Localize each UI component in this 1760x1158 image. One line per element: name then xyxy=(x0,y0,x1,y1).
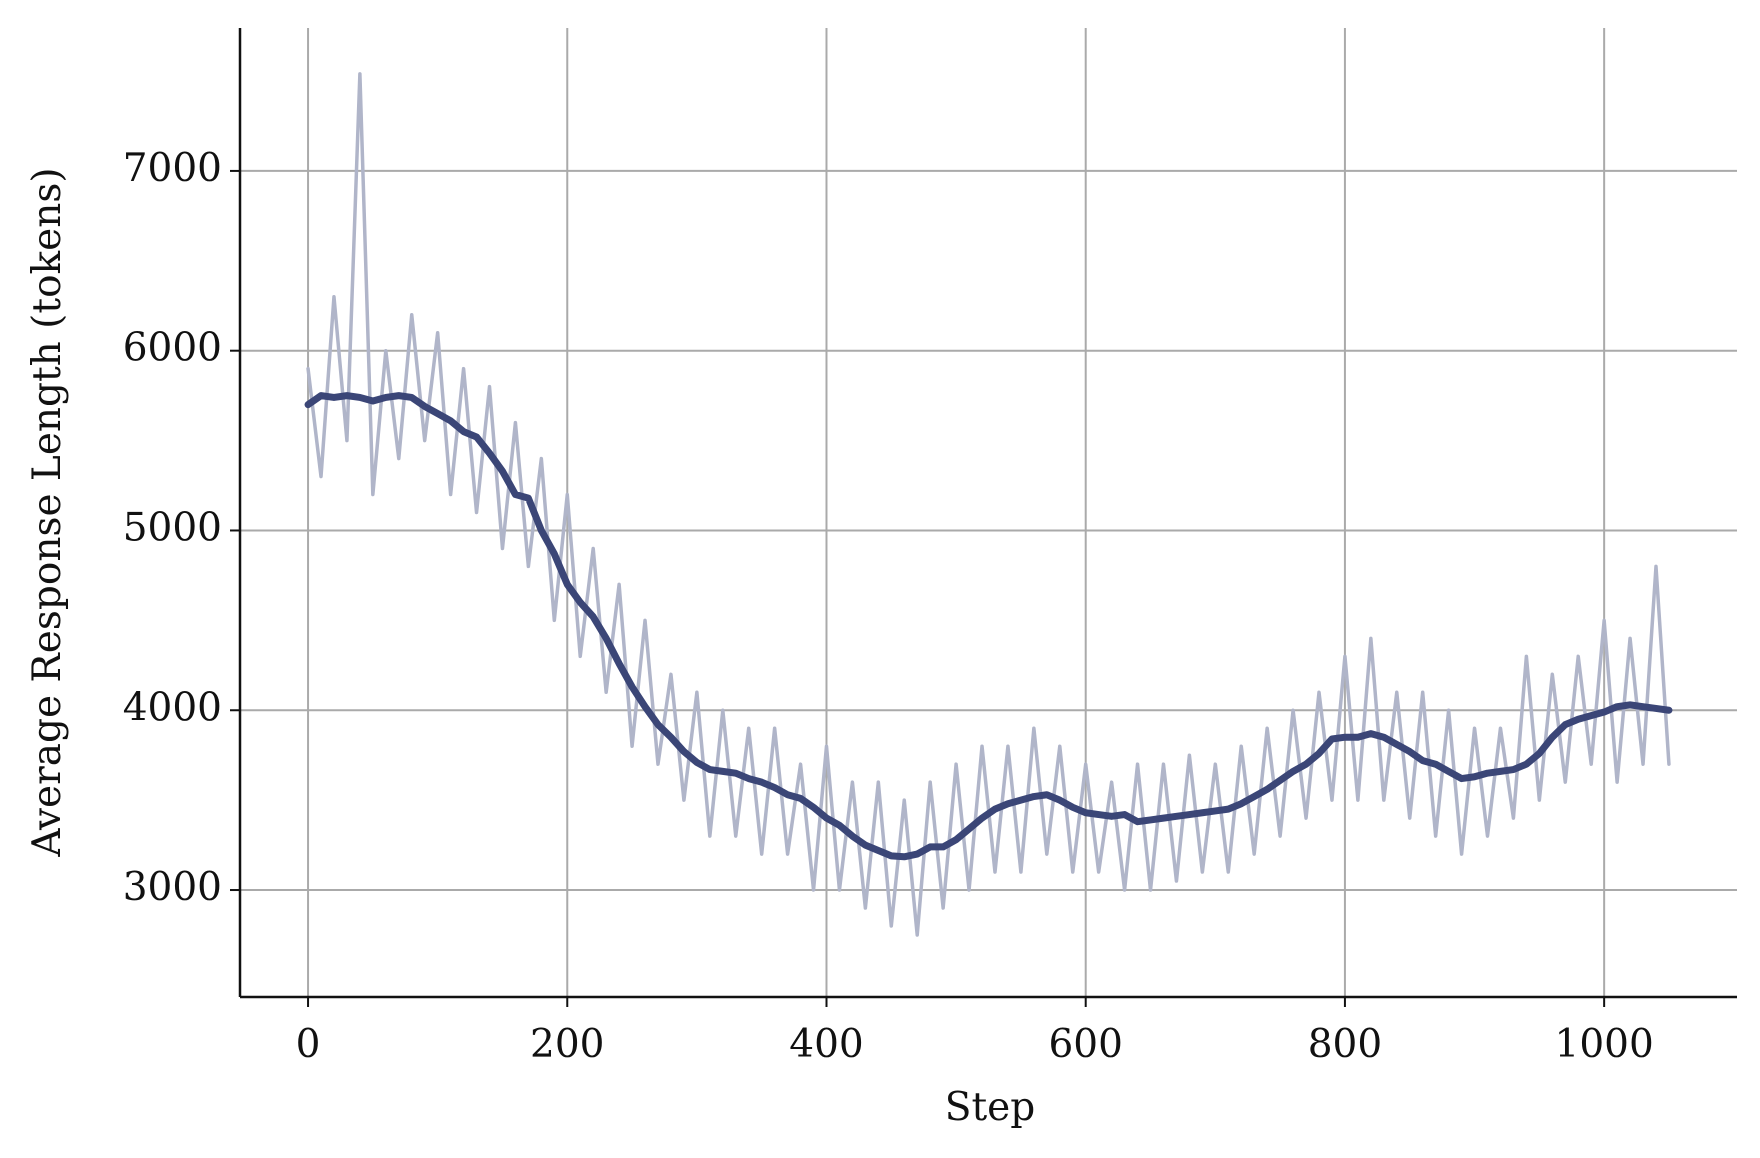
series-line xyxy=(306,72,1671,937)
series-line xyxy=(304,392,1673,861)
y-tick-label: 5000 xyxy=(123,505,222,550)
y-tick-label: 4000 xyxy=(123,685,222,730)
x-tick-label: 800 xyxy=(1308,1022,1382,1067)
y-tick-label: 6000 xyxy=(123,326,222,371)
x-tick-label: 1000 xyxy=(1555,1022,1654,1067)
x-tick-label: 200 xyxy=(530,1022,604,1067)
x-tick-label: 400 xyxy=(789,1022,863,1067)
y-tick-label: 3000 xyxy=(123,865,222,910)
y-axis-label: Average Response Length (tokens) xyxy=(25,167,70,857)
y-tick-label: 7000 xyxy=(123,146,222,191)
x-axis-label: Step xyxy=(945,1085,1035,1130)
x-tick-label: 0 xyxy=(296,1022,321,1067)
x-tick-label: 600 xyxy=(1048,1022,1122,1067)
